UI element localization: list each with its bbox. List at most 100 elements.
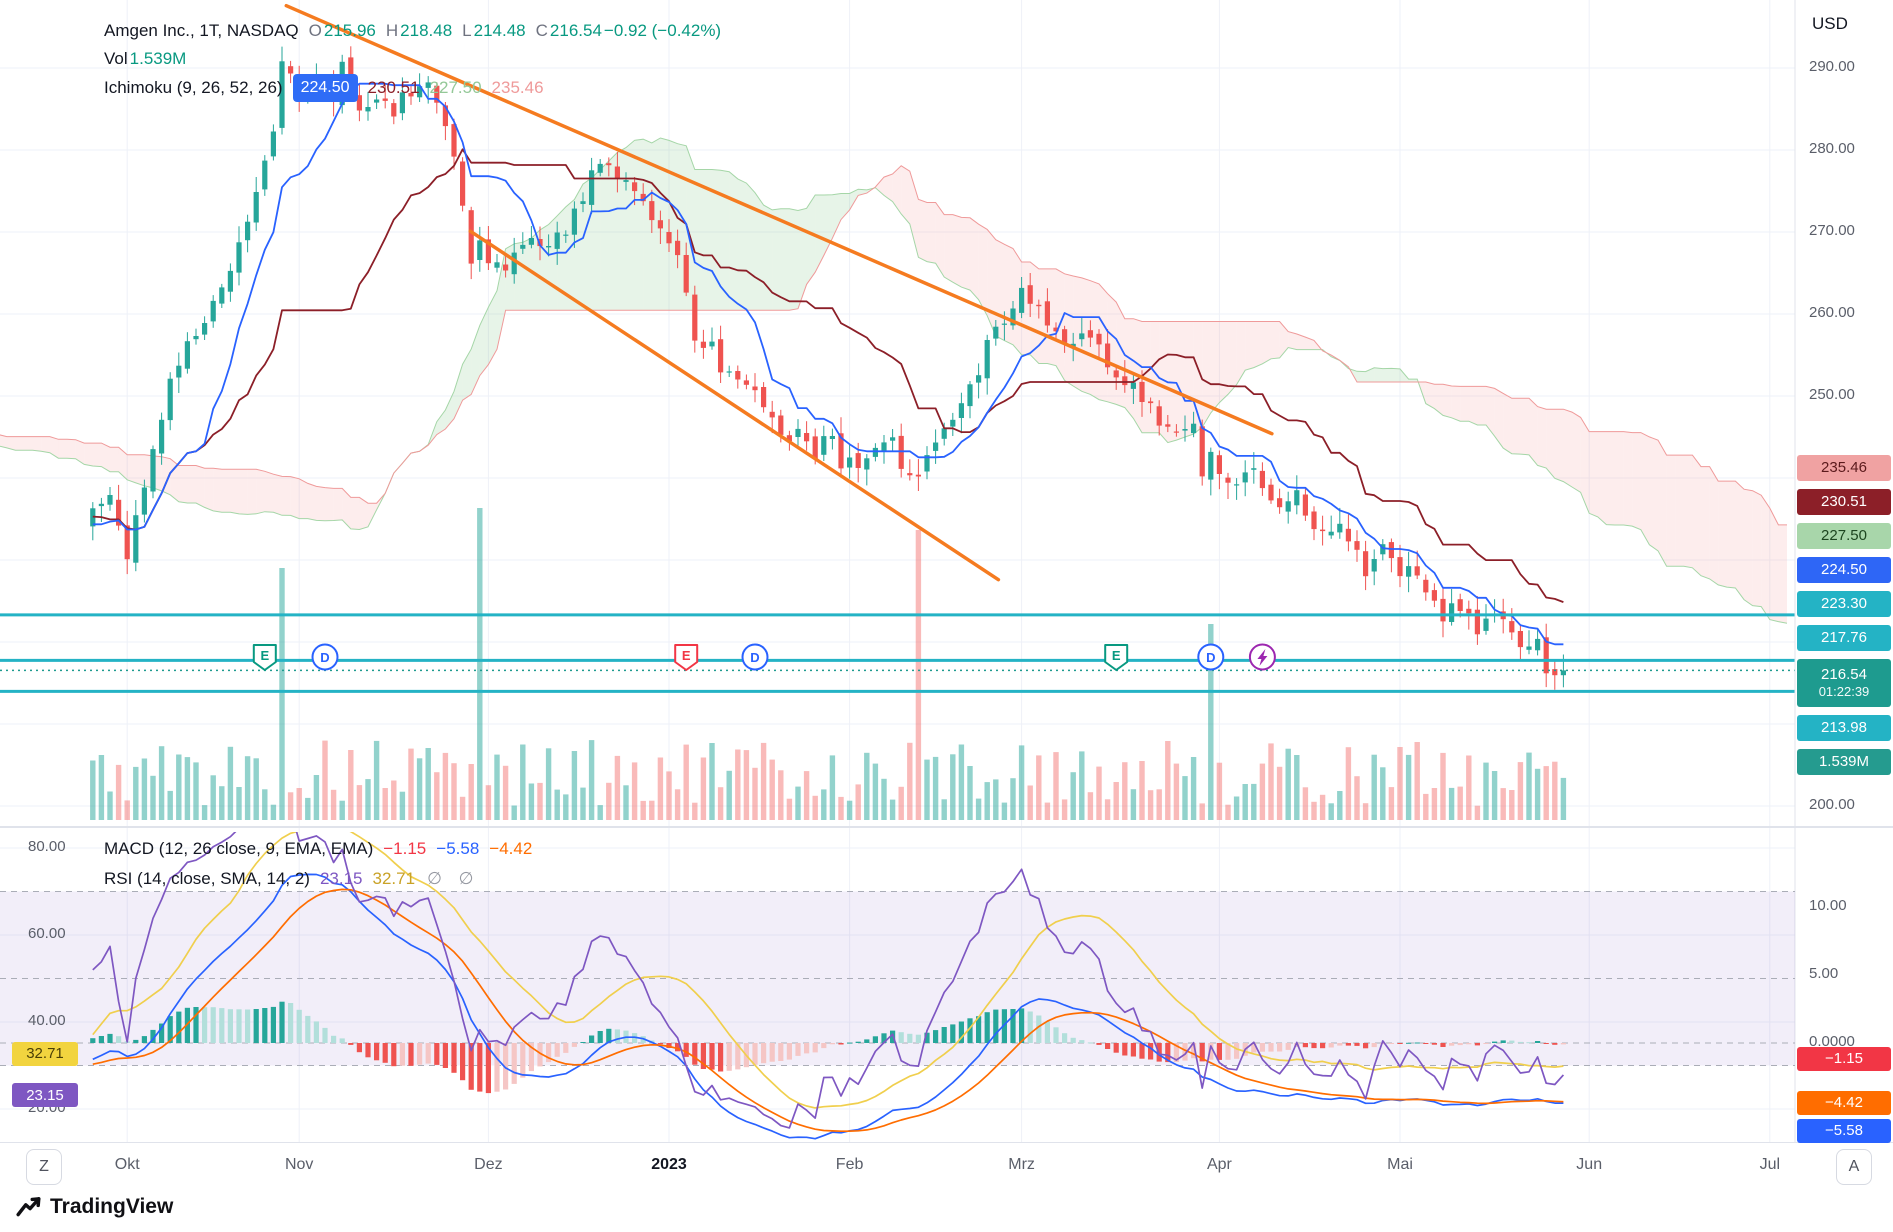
price-level-label: 224.50 (1797, 557, 1891, 583)
symbol-title[interactable]: Amgen Inc., 1T, NASDAQ (104, 21, 299, 40)
tradingview-logo-text: TradingView (50, 1195, 174, 1218)
ichimoku-conversion-value: 224.50 (292, 74, 358, 102)
trendline[interactable] (468, 229, 1001, 582)
macd-rsi-pane (0, 832, 1795, 1140)
event-flash-icon[interactable] (1248, 643, 1276, 671)
change-value: −0.92 (−0.42%) (603, 21, 722, 40)
rsi-value-label: 32.71 (12, 1041, 78, 1066)
event-dividend-icon[interactable]: D (1197, 643, 1225, 671)
price-level-label: 1.539M (1797, 749, 1891, 775)
rsi-value: 23.15 (319, 869, 363, 888)
open-value: 215.96 (323, 21, 376, 40)
price-tick-label: 280.00 (1809, 140, 1855, 157)
current-price-value: 216.54 (1821, 666, 1867, 684)
price-level-label: 227.50 (1797, 523, 1891, 549)
event-dividend-icon[interactable]: D (311, 643, 339, 671)
time-axis-label[interactable]: 2023 (651, 1156, 687, 1173)
tradingview-logo-icon (16, 1197, 41, 1217)
symbol-legend-row[interactable]: Amgen Inc., 1T, NASDAQ O 215.96 H 218.48… (104, 18, 721, 44)
svg-text:E: E (682, 648, 691, 663)
ichimoku-lead1-value: 227.50 (429, 78, 482, 97)
time-axis-label[interactable]: Jul (1759, 1156, 1781, 1173)
rsi-title[interactable]: RSI (14, close, SMA, 14, 2) (104, 869, 310, 888)
price-tick-label: 270.00 (1809, 222, 1855, 239)
rsi-value-label: 23.15 (12, 1083, 78, 1108)
macd-line-value: −5.58 (436, 839, 480, 858)
event-earnings-icon[interactable]: E (674, 644, 699, 671)
price-tick-label: 260.00 (1809, 304, 1855, 321)
high-label: H (385, 21, 399, 40)
time-axis-label[interactable]: Apr (1206, 1156, 1232, 1173)
rsi-tick-label: 60.00 (28, 925, 66, 942)
price-level-label: 217.76 (1797, 625, 1891, 651)
close-label: C (535, 21, 548, 40)
price-tick-label: 290.00 (1809, 58, 1855, 75)
svg-text:D: D (320, 650, 329, 665)
rsi-tick-label: 80.00 (28, 838, 66, 855)
price-level-label: 230.51 (1797, 489, 1891, 515)
volume-bars (90, 508, 1567, 820)
time-axis-label[interactable]: Mai (1387, 1156, 1413, 1173)
time-axis-label[interactable]: Mrz (1008, 1156, 1035, 1173)
event-earnings-icon[interactable]: E (252, 644, 277, 671)
macd-title[interactable]: MACD (12, 26 close, 9, EMA, EMA) (104, 839, 374, 858)
time-axis[interactable]: Okt Nov Dez 2023 Feb Mrz Apr Mai Jun Jul (0, 1142, 1893, 1193)
macd-value-label: −4.42 (1797, 1091, 1891, 1116)
ichimoku-legend-row[interactable]: Ichimoku (9, 26, 52, 26) 224.50 230.51 2… (104, 74, 544, 102)
time-axis-label[interactable]: Okt (114, 1156, 140, 1173)
price-level-label: 235.46 (1797, 455, 1891, 481)
macd-tick-label: 0.0000 (1809, 1033, 1855, 1050)
event-dividend-icon[interactable]: D (741, 643, 769, 671)
macd-value-label: −1.15 (1797, 1046, 1891, 1071)
event-earnings-icon[interactable]: E (1104, 644, 1129, 671)
ichimoku-lead2-value: 235.46 (491, 78, 544, 97)
currency-label[interactable]: USD (1812, 14, 1848, 33)
macd-legend-row[interactable]: MACD (12, 26 close, 9, EMA, EMA) −1.15 −… (104, 836, 532, 862)
close-value: 216.54 (549, 21, 602, 40)
svg-text:E: E (1112, 648, 1121, 663)
price-tick-label: 250.00 (1809, 386, 1855, 403)
volume-value: 1.539M (129, 49, 187, 68)
time-axis-label[interactable]: Feb (835, 1156, 864, 1173)
bar-countdown: 01:22:39 (1818, 684, 1870, 700)
volume-label: Vol (104, 49, 128, 68)
current-price-label: 216.54 01:22:39 (1797, 659, 1891, 707)
svg-text:D: D (750, 650, 759, 665)
low-value: 214.48 (473, 21, 526, 40)
time-axis-label[interactable]: Nov (284, 1156, 314, 1173)
macd-tick-label: 5.00 (1809, 965, 1839, 982)
macd-histogram-value: −1.15 (383, 839, 427, 858)
high-value: 218.48 (400, 21, 453, 40)
ichimoku-base-value: 230.51 (367, 78, 420, 97)
rsi-ma-value: 32.71 (372, 869, 416, 888)
trendline[interactable] (284, 3, 1274, 436)
candles (90, 46, 1566, 690)
timezone-button[interactable]: Z (26, 1149, 62, 1185)
price-axis[interactable]: 290.00 280.00 270.00 260.00 250.00 200.00 235.… (1795, 0, 1893, 1192)
price-level-label: 213.98 (1797, 715, 1891, 741)
rsi-legend-row[interactable]: RSI (14, close, SMA, 14, 2) 23.15 32.71 … (104, 866, 479, 892)
price-tick-label: 200.00 (1809, 796, 1855, 813)
rsi-hidden-bands: ∅ ∅ (427, 869, 480, 888)
price-level-label: 223.30 (1797, 591, 1891, 617)
ichimoku-cloud (0, 137, 1788, 624)
svg-text:E: E (260, 648, 269, 663)
support-level-lines[interactable] (0, 613, 1795, 693)
open-label: O (308, 21, 322, 40)
ichimoku-lines (92, 82, 1564, 646)
volume-legend-row[interactable]: Vol 1.539M (104, 46, 186, 72)
macd-signal-value: −4.42 (489, 839, 533, 858)
auto-scale-button[interactable]: A (1836, 1149, 1872, 1185)
ichimoku-title[interactable]: Ichimoku (9, 26, 52, 26) (104, 78, 283, 97)
macd-tick-label: 10.00 (1809, 897, 1847, 914)
time-axis-label[interactable]: Jun (1576, 1156, 1603, 1173)
rsi-tick-label: 40.00 (28, 1012, 66, 1029)
low-label: L (462, 21, 472, 40)
time-axis-label[interactable]: Dez (474, 1156, 503, 1173)
tradingview-logo[interactable]: TradingView (16, 1194, 173, 1220)
macd-value-label: −5.58 (1797, 1119, 1891, 1144)
svg-text:D: D (1206, 650, 1215, 665)
